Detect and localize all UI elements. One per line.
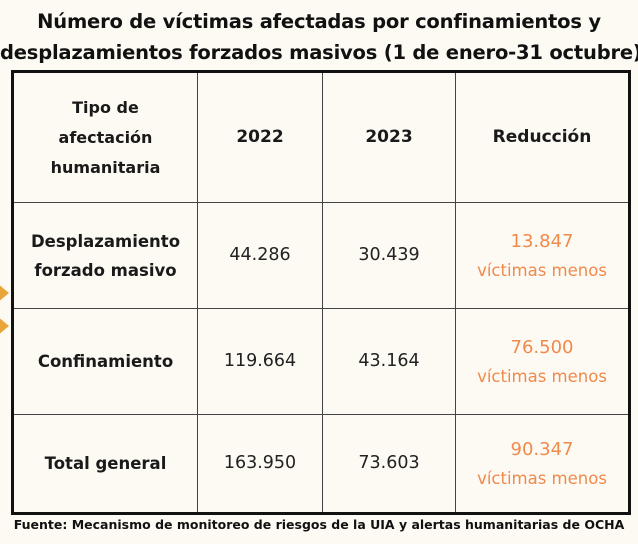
reduction-text: víctimas menos [477, 366, 607, 386]
reduction-cell: 76.500 víctimas menos [455, 308, 630, 415]
value-2023: 73.603 [322, 414, 456, 514]
table-row: Confinamiento 119.664 43.164 76.500 víct… [12, 308, 630, 415]
victims-table: Tipo de afectación humanitaria 2022 2023… [11, 70, 631, 515]
value-2022: 44.286 [197, 202, 323, 309]
reduction-value: 76.500 [510, 336, 574, 358]
reduction-cell: 90.347 víctimas menos [455, 414, 630, 514]
header-2022: 2022 [197, 71, 323, 203]
arrow-marker-icon [0, 316, 9, 336]
reduction-value: 90.347 [510, 438, 574, 460]
reduction-text: víctimas menos [477, 260, 607, 280]
title-line-2: desplazamientos forzados masivos (1 de e… [0, 41, 638, 64]
reduction-text: víctimas menos [477, 468, 607, 488]
page-title: Número de víctimas afectadas por confina… [0, 6, 638, 68]
value-2022: 119.664 [197, 308, 323, 415]
row-label: Total general [12, 414, 198, 514]
header-type-label: Tipo de afectación humanitaria [50, 97, 161, 177]
table-row: Total general 163.950 73.603 90.347 víct… [12, 414, 630, 514]
value-2023: 43.164 [322, 308, 456, 415]
reduction-value: 13.847 [510, 230, 574, 252]
value-2023: 30.439 [322, 202, 456, 309]
row-label: Desplazamiento forzado masivo [12, 202, 198, 309]
header-reduction: Reducción [455, 71, 630, 203]
arrow-marker-icon [0, 283, 9, 303]
header-type: Tipo de afectación humanitaria [12, 71, 198, 203]
title-line-1: Número de víctimas afectadas por confina… [37, 10, 601, 33]
table-row: Desplazamiento forzado masivo 44.286 30.… [12, 202, 630, 309]
source-note: Fuente: Mecanismo de monitoreo de riesgo… [13, 517, 625, 532]
reduction-cell: 13.847 víctimas menos [455, 202, 630, 309]
row-label: Confinamiento [12, 308, 198, 415]
header-2023: 2023 [322, 71, 456, 203]
value-2022: 163.950 [197, 414, 323, 514]
row-label-text: Desplazamiento forzado masivo [30, 231, 181, 280]
table-header-row: Tipo de afectación humanitaria 2022 2023… [12, 71, 630, 203]
